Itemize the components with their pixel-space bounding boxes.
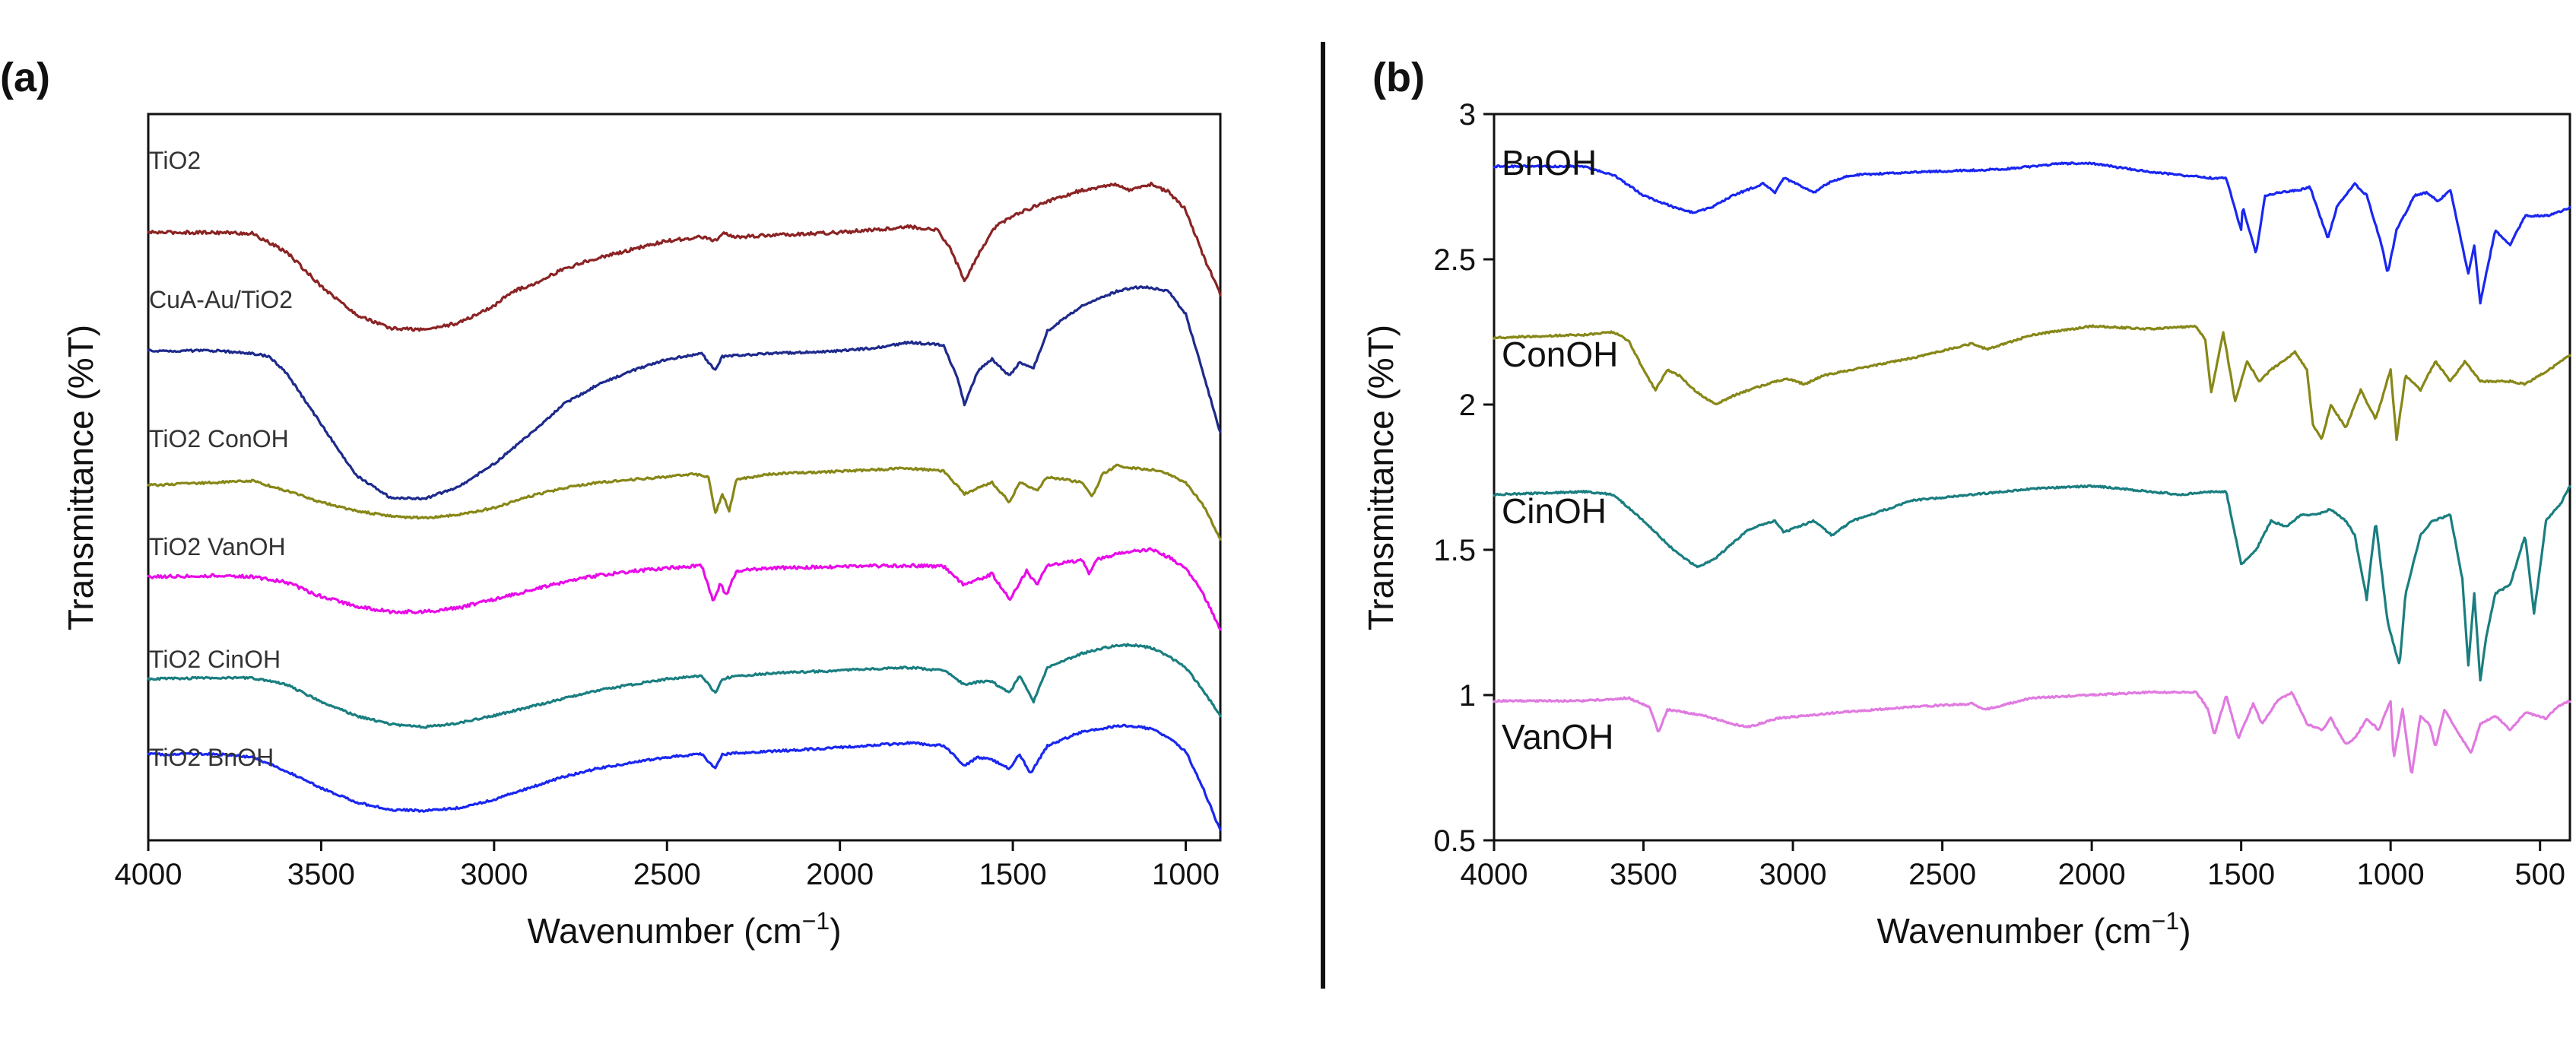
panel-a-x-axis-title-main: Wavenumber (cm (527, 911, 801, 951)
panel-a-x-ticks: 4000 3500 3000 2500 2000 1500 1000 (115, 840, 1220, 891)
panel-b-label: (b) (1372, 55, 1425, 100)
panel-a: (a) 4000 3500 3000 2500 2000 1500 1000 TiO2 Cu… (0, 55, 1222, 951)
panel-a-x-tick-label: 4000 (115, 858, 182, 891)
panel-a-x-tick-label: 2000 (806, 858, 874, 891)
panel-a-series-label-tio2-conoh: TiO2 ConOH (149, 425, 289, 452)
panel-b-plot-frame (1493, 113, 2571, 842)
panel-b-x-axis-title: Wavenumber (cm−1) (1876, 907, 2191, 951)
panel-a-y-axis-title: Transmittance (%T) (61, 325, 100, 630)
panel-b-x-tick-label: 2500 (1908, 858, 1976, 891)
panel-a-x-axis-title-superscript: −1 (802, 907, 830, 935)
panel-a-series-label-cua-au-tio2: CuA-Au/TiO2 (149, 286, 293, 313)
panel-b-series-conoh (1493, 324, 2571, 441)
panel-b-series-label-conoh: ConOH (1502, 335, 1618, 374)
panel-a-x-tick-label: 2500 (633, 858, 701, 891)
panel-b-x-tick-label: 500 (2514, 858, 2565, 891)
panel-b-y-ticks: 0.5 1 1.5 2 2.5 3 (1433, 98, 1494, 858)
panel-b-x-axis-title-close: ) (2179, 911, 2191, 951)
panel-b-traces (1493, 161, 2571, 774)
panel-b-series-bnoh (1493, 161, 2571, 305)
panel-b-series-label-cinoh: CinOH (1502, 491, 1607, 531)
panel-a-x-tick-label: 3500 (287, 858, 355, 891)
panel-a-series-cua-au-tio2 (147, 285, 1222, 501)
panel-b-x-axis-title-main: Wavenumber (cm (1876, 911, 2151, 951)
panel-b-y-tick-label: 3 (1459, 98, 1476, 132)
panel-b-series-label-vanoh: VanOH (1502, 717, 1613, 757)
panel-b-y-tick-label: 2.5 (1433, 243, 1476, 277)
panel-b-y-tick-label: 2 (1459, 389, 1476, 422)
panel-a-series-labels: TiO2 CuA-Au/TiO2 TiO2 ConOH TiO2 VanOH T… (149, 147, 293, 771)
panel-a-x-axis-title: Wavenumber (cm−1) (527, 907, 841, 951)
panel-a-series-tio2-cinoh (147, 643, 1222, 729)
panel-a-series-tio2 (147, 181, 1222, 332)
panel-b-y-tick-label: 1 (1459, 679, 1476, 713)
panel-b-x-tick-label: 1000 (2357, 858, 2425, 891)
panel-a-traces (147, 181, 1222, 831)
panel-b: (b) 4000 3500 3000 2500 2000 1500 1000 500 0.5 1… (1361, 55, 2571, 951)
panel-b-series-label-bnoh: BnOH (1502, 143, 1597, 183)
panel-b-x-tick-label: 1500 (2207, 858, 2275, 891)
panel-a-x-axis-title-close: ) (830, 911, 841, 951)
panel-b-series-cinoh (1493, 484, 2571, 682)
panel-a-series-tio2-conoh (147, 463, 1222, 541)
panel-a-x-tick-label: 3000 (460, 858, 528, 891)
panel-a-series-label-tio2-vanoh: TiO2 VanOH (149, 533, 286, 560)
panel-a-series-label-tio2-cinoh: TiO2 CinOH (149, 646, 281, 673)
panel-b-y-tick-label: 1.5 (1433, 534, 1476, 567)
panel-b-y-axis-title: Transmittance (%T) (1361, 325, 1401, 630)
panel-b-x-tick-label: 2000 (2058, 858, 2126, 891)
panel-b-x-axis-title-superscript: −1 (2152, 907, 2179, 935)
panel-b-series-labels: BnOH ConOH CinOH VanOH (1502, 143, 1618, 757)
panel-a-x-tick-label: 1000 (1152, 858, 1220, 891)
panel-b-series-vanoh (1493, 690, 2571, 774)
panel-a-label: (a) (0, 55, 50, 100)
panel-b-x-tick-label: 4000 (1461, 858, 1528, 891)
panel-b-x-tick-label: 3000 (1759, 858, 1827, 891)
panel-a-series-tio2-vanoh (147, 547, 1222, 631)
panel-a-plot-frame (147, 113, 1222, 842)
panel-b-y-tick-label: 0.5 (1433, 824, 1476, 858)
panel-a-series-label-tio2-bnoh: TiO2 BnOH (149, 744, 274, 771)
panel-b-x-tick-label: 3500 (1610, 858, 1677, 891)
panel-a-series-label-tio2: TiO2 (149, 147, 201, 174)
panel-b-x-ticks: 4000 3500 3000 2500 2000 1500 1000 500 (1461, 840, 2565, 891)
panel-a-x-tick-label: 1500 (979, 858, 1047, 891)
panel-a-series-tio2-bnoh (147, 723, 1222, 831)
